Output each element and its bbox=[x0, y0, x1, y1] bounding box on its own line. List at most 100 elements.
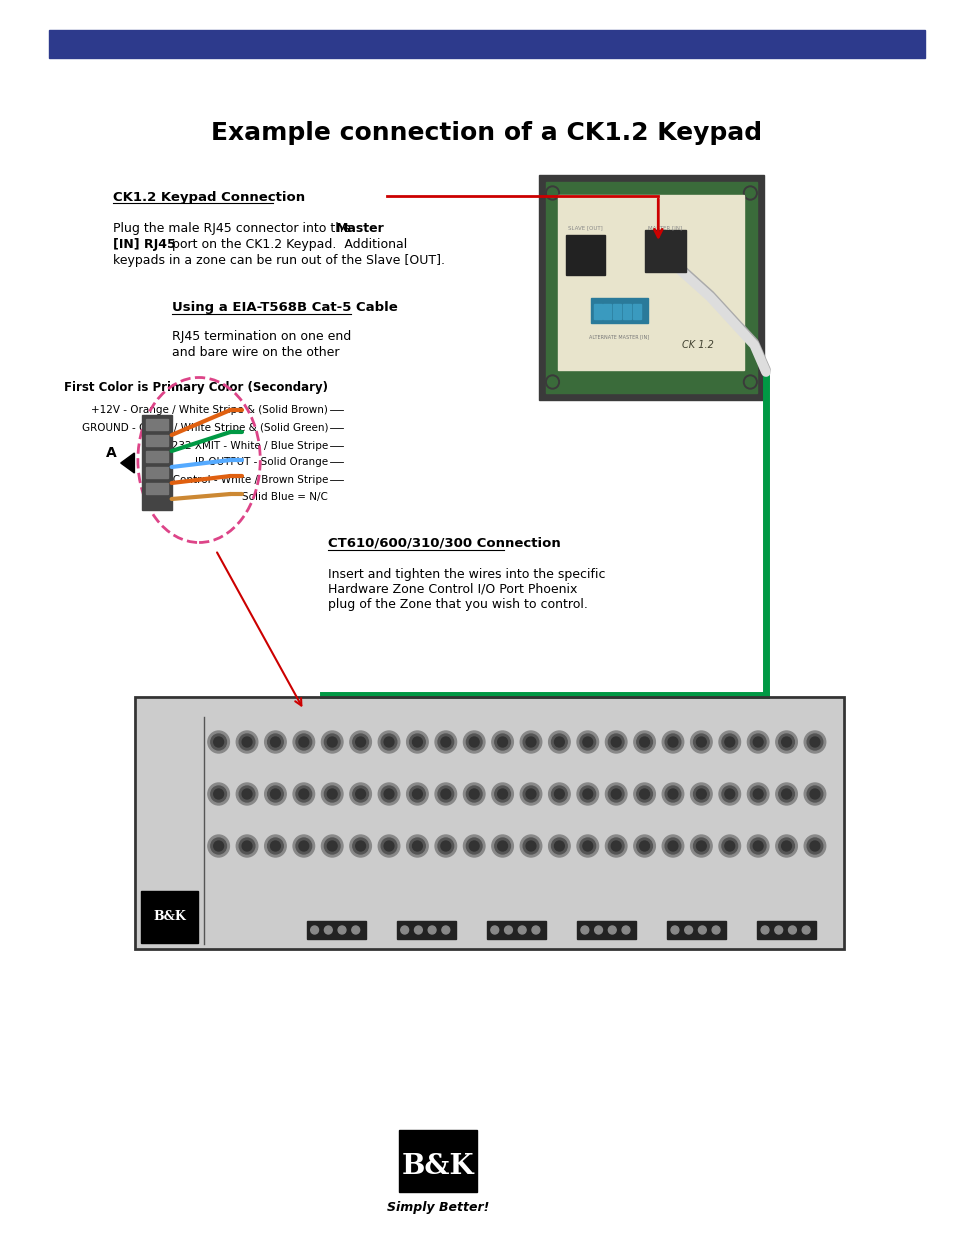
Circle shape bbox=[639, 841, 649, 851]
Circle shape bbox=[377, 731, 399, 753]
Circle shape bbox=[806, 839, 821, 853]
Circle shape bbox=[698, 926, 705, 934]
Text: B&K: B&K bbox=[401, 1152, 474, 1179]
Circle shape bbox=[621, 926, 629, 934]
Circle shape bbox=[495, 734, 510, 750]
Circle shape bbox=[696, 789, 705, 799]
Circle shape bbox=[775, 783, 797, 805]
Bar bbox=[396, 921, 456, 939]
Circle shape bbox=[742, 186, 757, 200]
Circle shape bbox=[778, 785, 794, 802]
Circle shape bbox=[239, 839, 254, 853]
Circle shape bbox=[639, 789, 649, 799]
Circle shape bbox=[236, 835, 257, 857]
Circle shape bbox=[664, 839, 680, 853]
Circle shape bbox=[803, 783, 825, 805]
Circle shape bbox=[778, 839, 794, 853]
Circle shape bbox=[548, 731, 570, 753]
Circle shape bbox=[519, 731, 541, 753]
Circle shape bbox=[492, 783, 513, 805]
Bar bbox=[577, 921, 635, 939]
Circle shape bbox=[719, 835, 740, 857]
Bar bbox=[146, 483, 168, 494]
Text: MASTER [IN]: MASTER [IN] bbox=[647, 226, 681, 231]
Bar bbox=[538, 175, 763, 400]
Circle shape bbox=[327, 737, 336, 747]
Circle shape bbox=[522, 734, 538, 750]
Circle shape bbox=[551, 734, 567, 750]
Circle shape bbox=[724, 841, 734, 851]
Bar bbox=[632, 304, 640, 319]
Circle shape bbox=[409, 734, 425, 750]
Circle shape bbox=[295, 785, 312, 802]
Circle shape bbox=[400, 926, 408, 934]
Text: GROUND - Green / White Stripe & (Solid Green): GROUND - Green / White Stripe & (Solid G… bbox=[82, 424, 328, 433]
Circle shape bbox=[608, 839, 623, 853]
Circle shape bbox=[466, 839, 481, 853]
Circle shape bbox=[781, 737, 791, 747]
Circle shape bbox=[579, 734, 595, 750]
Circle shape bbox=[435, 835, 456, 857]
Circle shape bbox=[295, 734, 312, 750]
Circle shape bbox=[406, 783, 428, 805]
Bar bbox=[146, 451, 168, 462]
Circle shape bbox=[350, 835, 371, 857]
Circle shape bbox=[690, 783, 711, 805]
Circle shape bbox=[271, 841, 280, 851]
Circle shape bbox=[684, 926, 692, 934]
Circle shape bbox=[719, 783, 740, 805]
Circle shape bbox=[463, 783, 484, 805]
Circle shape bbox=[327, 789, 336, 799]
Circle shape bbox=[711, 926, 720, 934]
Circle shape bbox=[440, 737, 450, 747]
Circle shape bbox=[744, 377, 755, 387]
Circle shape bbox=[242, 737, 252, 747]
Circle shape bbox=[469, 841, 478, 851]
Circle shape bbox=[781, 789, 791, 799]
Bar bbox=[146, 419, 168, 430]
Circle shape bbox=[636, 785, 652, 802]
Circle shape bbox=[239, 734, 254, 750]
Bar bbox=[141, 890, 198, 944]
Circle shape bbox=[579, 785, 595, 802]
Circle shape bbox=[337, 926, 346, 934]
Circle shape bbox=[350, 731, 371, 753]
Circle shape bbox=[803, 731, 825, 753]
Circle shape bbox=[809, 789, 819, 799]
Circle shape bbox=[381, 785, 396, 802]
Circle shape bbox=[554, 841, 564, 851]
Circle shape bbox=[437, 734, 454, 750]
Circle shape bbox=[311, 926, 318, 934]
Circle shape bbox=[522, 785, 538, 802]
Text: +12V - Orange / White Stripe & (Solid Brown): +12V - Orange / White Stripe & (Solid Br… bbox=[91, 405, 328, 415]
Circle shape bbox=[525, 737, 536, 747]
Circle shape bbox=[437, 839, 454, 853]
Circle shape bbox=[605, 731, 626, 753]
Circle shape bbox=[517, 926, 525, 934]
Circle shape bbox=[412, 789, 422, 799]
Circle shape bbox=[774, 926, 781, 934]
Circle shape bbox=[242, 789, 252, 799]
Circle shape bbox=[355, 737, 365, 747]
Circle shape bbox=[440, 789, 450, 799]
Circle shape bbox=[469, 789, 478, 799]
Circle shape bbox=[525, 789, 536, 799]
Bar bbox=[593, 304, 601, 319]
Circle shape bbox=[608, 734, 623, 750]
Text: CT610/600/310/300 Connection: CT610/600/310/300 Connection bbox=[328, 536, 560, 550]
Circle shape bbox=[661, 783, 683, 805]
Circle shape bbox=[268, 839, 283, 853]
Circle shape bbox=[381, 734, 396, 750]
Circle shape bbox=[491, 926, 498, 934]
Circle shape bbox=[809, 737, 819, 747]
Text: Solid Blue = N/C: Solid Blue = N/C bbox=[242, 492, 328, 501]
Circle shape bbox=[298, 789, 309, 799]
Circle shape bbox=[664, 785, 680, 802]
Circle shape bbox=[753, 841, 762, 851]
Circle shape bbox=[806, 734, 821, 750]
Circle shape bbox=[611, 789, 620, 799]
Circle shape bbox=[551, 785, 567, 802]
Bar bbox=[622, 304, 630, 319]
Circle shape bbox=[693, 839, 708, 853]
Text: B&K: B&K bbox=[153, 909, 186, 923]
